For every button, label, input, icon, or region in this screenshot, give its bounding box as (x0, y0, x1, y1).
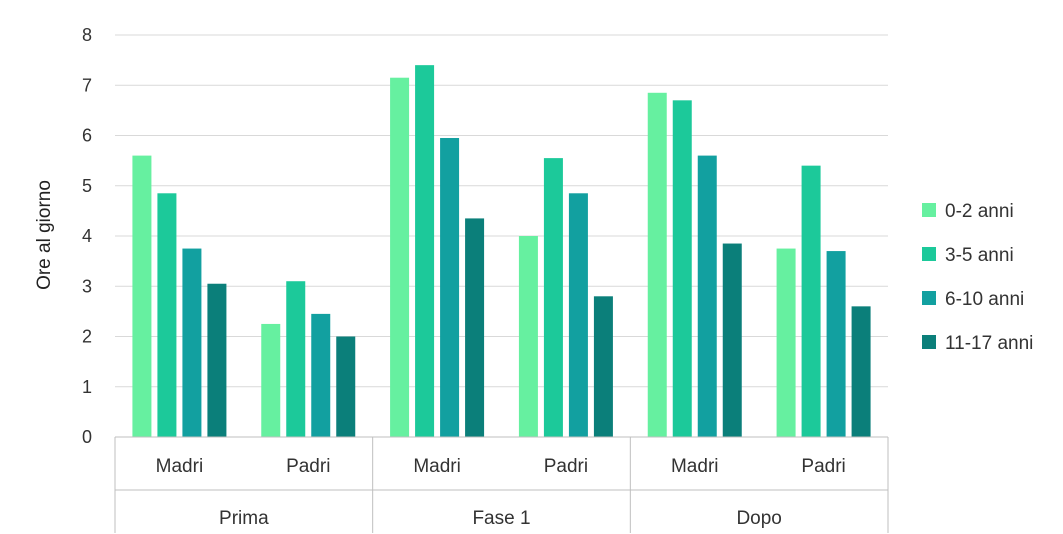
bar (311, 313, 331, 437)
bar (207, 283, 227, 437)
bar (801, 165, 821, 437)
x-group-label: Dopo (736, 508, 781, 529)
bar (157, 193, 177, 437)
x-subcategory-label: Padri (801, 456, 845, 477)
x-subcategory-label: Madri (156, 456, 204, 477)
y-tick-label: 1 (82, 377, 92, 397)
legend-swatch (922, 291, 936, 305)
y-tick-label: 4 (82, 226, 92, 246)
legend-swatch (922, 247, 936, 261)
y-tick-label: 0 (82, 427, 92, 447)
y-tick-label: 8 (82, 25, 92, 45)
bar (697, 155, 717, 437)
y-axis-ticks: 0 1 2 3 4 5 6 7 8 (82, 25, 92, 447)
bar (182, 248, 202, 437)
legend-item: 3-5 anni (922, 245, 1014, 266)
y-axis-label: Ore al giorno (34, 180, 55, 290)
legend-label: 11-17 anni (945, 333, 1033, 354)
bar (647, 92, 667, 437)
x-subcategory-label: Padri (286, 456, 330, 477)
x-axis: Madri Padri Prima Madri Padri Fase 1 Madri Padr… (114, 436, 889, 533)
legend: 0-2 anni 3-5 anni 6-10 anni 11-17 anni (922, 201, 1033, 354)
y-tick-label: 5 (82, 176, 92, 196)
x-group-label: Fase 1 (472, 508, 530, 529)
bar (440, 138, 460, 437)
y-tick-label: 7 (82, 75, 92, 95)
legend-label: 3-5 anni (945, 245, 1014, 266)
bar (261, 323, 281, 437)
y-tick-label: 2 (82, 327, 92, 347)
bar (568, 193, 588, 437)
legend-swatch (922, 335, 936, 349)
bar (776, 248, 796, 437)
x-group-label: Prima (219, 508, 269, 529)
bar (543, 158, 563, 438)
bar (415, 65, 435, 438)
bar (336, 336, 356, 437)
bars (132, 65, 871, 438)
x-subcategory-label: Madri (413, 456, 461, 477)
gridlines (115, 34, 888, 388)
bar (132, 155, 152, 437)
legend-item: 6-10 anni (922, 289, 1024, 310)
x-subcategory-label: Madri (671, 456, 719, 477)
bar (722, 243, 742, 437)
legend-item: 11-17 anni (922, 333, 1033, 354)
bar (593, 296, 613, 437)
legend-label: 0-2 anni (945, 201, 1014, 222)
legend-swatch (922, 203, 936, 217)
bar (826, 251, 846, 437)
bar (672, 100, 692, 437)
legend-label: 6-10 anni (945, 289, 1024, 310)
y-tick-label: 6 (82, 126, 92, 146)
legend-item: 0-2 anni (922, 201, 1014, 222)
bar (851, 306, 871, 437)
x-subcategory-label: Padri (544, 456, 588, 477)
bar (390, 77, 410, 438)
bar (465, 218, 485, 437)
y-tick-label: 3 (82, 276, 92, 296)
bar (518, 236, 538, 437)
bar (286, 281, 306, 437)
